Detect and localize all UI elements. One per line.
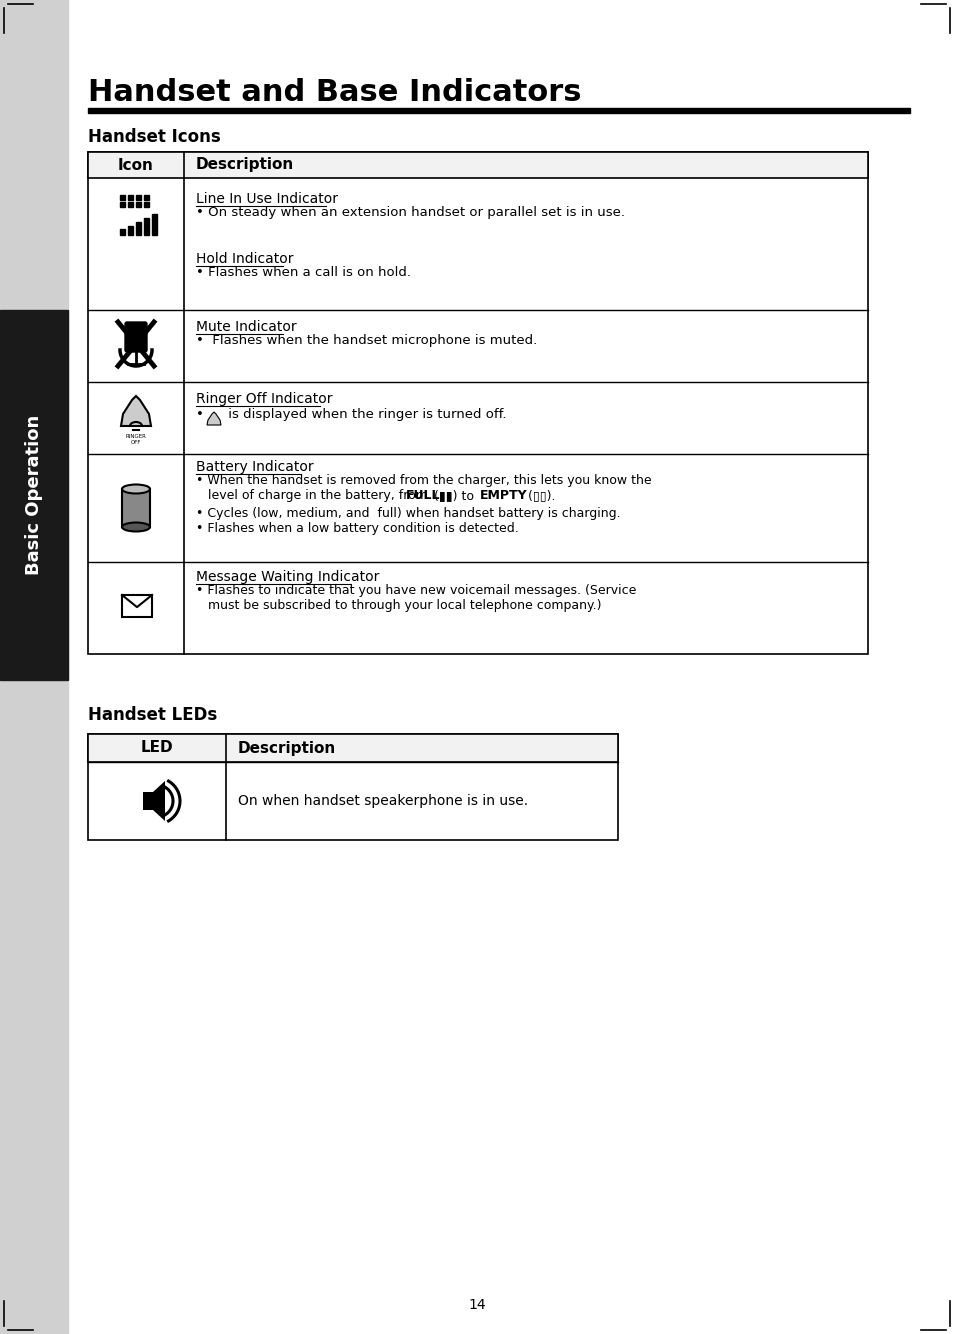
- Ellipse shape: [122, 484, 150, 494]
- Text: On when handset speakerphone is in use.: On when handset speakerphone is in use.: [237, 794, 528, 808]
- Text: (▯▯).: (▯▯).: [523, 490, 555, 502]
- Text: FULL: FULL: [406, 490, 440, 502]
- Text: • When the handset is removed from the charger, this lets you know the: • When the handset is removed from the c…: [195, 474, 651, 487]
- Text: Handset and Base Indicators: Handset and Base Indicators: [88, 77, 581, 107]
- Text: • Flashes to indicate that you have new voicemail messages. (Service: • Flashes to indicate that you have new …: [195, 584, 636, 598]
- Bar: [0, 309, 68, 680]
- Bar: [122, 490, 150, 527]
- Text: level of charge in the battery, from: level of charge in the battery, from: [208, 490, 432, 502]
- Text: • Cycles (low, medium, and  full) when handset battery is charging.: • Cycles (low, medium, and full) when ha…: [195, 507, 620, 520]
- Bar: [136, 195, 141, 200]
- Bar: [120, 201, 125, 207]
- Text: • Flashes when a low battery condition is detected.: • Flashes when a low battery condition i…: [195, 522, 518, 535]
- Bar: [88, 734, 618, 762]
- Bar: [88, 152, 867, 654]
- Bar: [136, 201, 141, 207]
- Text: (▮▮) to: (▮▮) to: [434, 490, 477, 502]
- Text: LED: LED: [140, 740, 173, 755]
- FancyBboxPatch shape: [125, 321, 147, 352]
- Bar: [144, 201, 149, 207]
- Bar: [152, 213, 157, 235]
- Polygon shape: [121, 396, 151, 426]
- Bar: [120, 195, 125, 200]
- Text: RINGER
OFF: RINGER OFF: [126, 434, 146, 444]
- Bar: [88, 734, 618, 840]
- Bar: [120, 229, 125, 235]
- Bar: [0, 0, 68, 1334]
- Bar: [144, 217, 149, 235]
- Bar: [88, 108, 909, 113]
- Bar: [136, 221, 141, 235]
- Text: • On steady when an extension handset or parallel set is in use.: • On steady when an extension handset or…: [195, 205, 624, 219]
- Polygon shape: [143, 780, 165, 820]
- Text: Basic Operation: Basic Operation: [25, 415, 43, 575]
- Text: Handset Icons: Handset Icons: [88, 128, 220, 145]
- Bar: [122, 595, 152, 618]
- Polygon shape: [207, 412, 221, 426]
- Text: EMPTY: EMPTY: [479, 490, 527, 502]
- Text: is displayed when the ringer is turned off.: is displayed when the ringer is turned o…: [224, 408, 506, 422]
- Text: •: •: [195, 408, 208, 422]
- Text: Handset LEDs: Handset LEDs: [88, 706, 217, 724]
- Text: Ringer Off Indicator: Ringer Off Indicator: [195, 392, 333, 406]
- Text: Icon: Icon: [118, 157, 153, 172]
- Bar: [128, 195, 132, 200]
- Text: Mute Indicator: Mute Indicator: [195, 320, 296, 334]
- Bar: [128, 225, 132, 235]
- Text: Hold Indicator: Hold Indicator: [195, 252, 294, 265]
- Bar: [128, 201, 132, 207]
- Text: must be subscribed to through your local telephone company.): must be subscribed to through your local…: [208, 599, 601, 612]
- Ellipse shape: [122, 523, 150, 531]
- Text: Message Waiting Indicator: Message Waiting Indicator: [195, 570, 379, 584]
- Text: Description: Description: [237, 740, 335, 755]
- Text: Battery Indicator: Battery Indicator: [195, 460, 314, 474]
- Text: Description: Description: [195, 157, 294, 172]
- Bar: [88, 152, 867, 177]
- Text: • Flashes when a call is on hold.: • Flashes when a call is on hold.: [195, 265, 411, 279]
- Bar: [144, 195, 149, 200]
- Text: 14: 14: [468, 1298, 485, 1313]
- Text: •  Flashes when the handset microphone is muted.: • Flashes when the handset microphone is…: [195, 334, 537, 347]
- Text: Line In Use Indicator: Line In Use Indicator: [195, 192, 337, 205]
